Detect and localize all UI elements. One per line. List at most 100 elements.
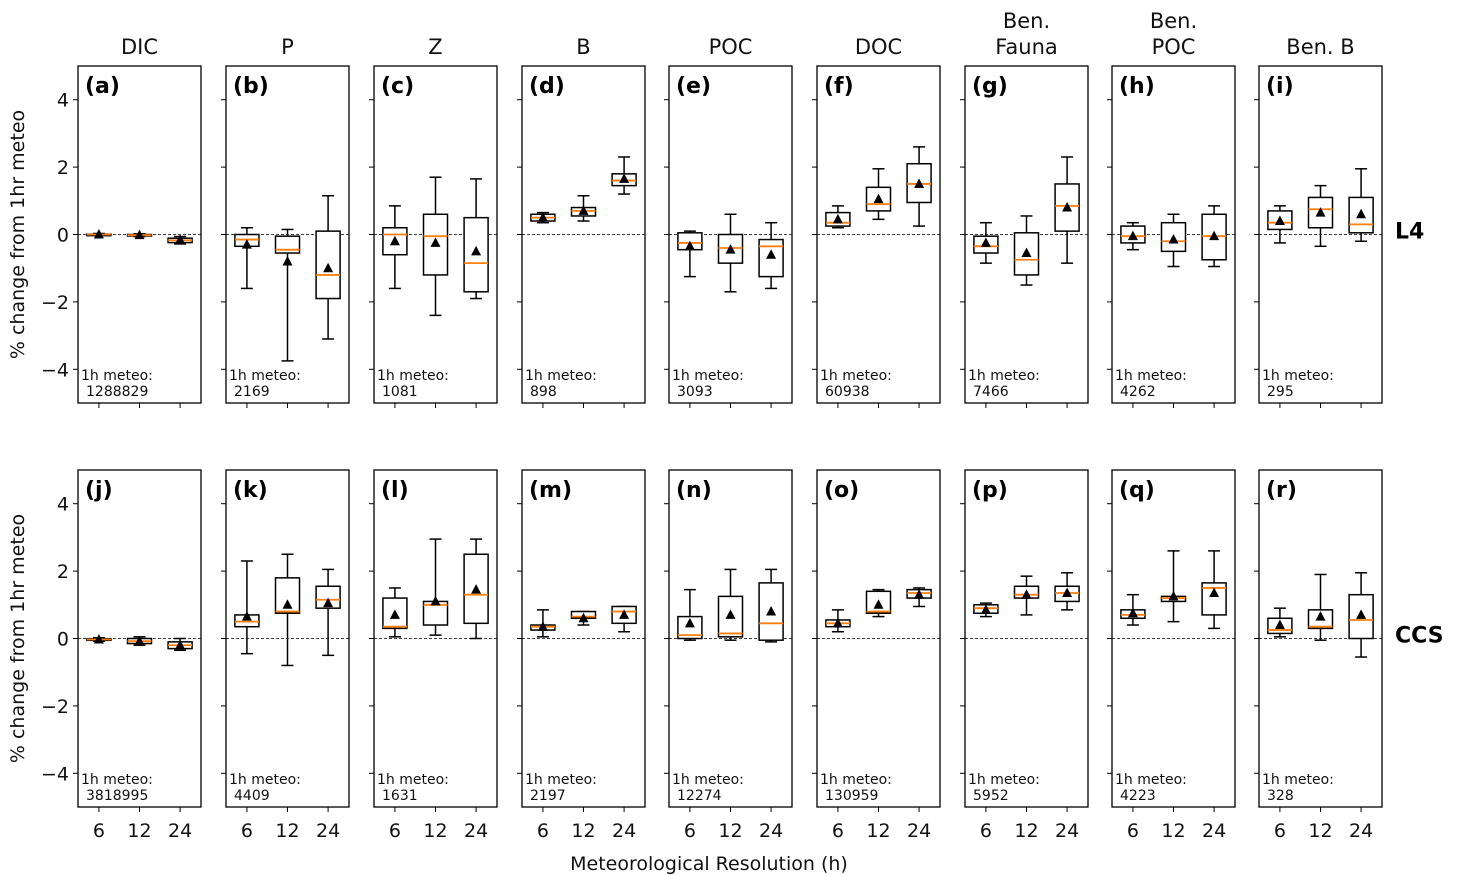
panel-l: 6 12 24 (l) 1h meteo:1631 [369, 469, 498, 842]
mean-marker [980, 604, 991, 614]
box-12h [422, 538, 449, 636]
box-12h [274, 228, 301, 362]
note-count: 4409 [234, 788, 270, 804]
panel-label: (m) [529, 478, 572, 503]
column-title: P [281, 35, 294, 59]
box-24h [167, 234, 193, 245]
x-tick-label: 12 [866, 820, 890, 842]
note-prefix: 1h meteo: [229, 368, 301, 384]
note-prefix: 1h meteo: [672, 772, 744, 788]
x-tick-label: 24 [759, 820, 783, 842]
panel-label: (p) [972, 478, 1008, 503]
box-6h [825, 205, 851, 229]
iqr-box [382, 227, 408, 256]
panel-label: (e) [676, 74, 711, 99]
note-count: 1288829 [86, 384, 148, 400]
column-title: DIC [121, 35, 158, 59]
box-24h [758, 221, 784, 290]
panel-q: 6 12 24 (q) 1h meteo:4223 [1107, 469, 1236, 842]
panel-r: 6 12 24 (r) 1h meteo:328 [1254, 469, 1383, 842]
iqr-box [1054, 183, 1080, 232]
panel-i: (i) 1h meteo:295 [1254, 65, 1383, 408]
mean-marker [175, 234, 186, 244]
panel-label: (r) [1266, 478, 1297, 503]
mean-marker [1356, 208, 1367, 219]
box-6h [234, 560, 260, 655]
mean-marker [873, 599, 884, 609]
mean-marker [282, 599, 293, 609]
x-tick-label: 6 [1127, 820, 1139, 842]
box-24h [167, 637, 193, 652]
box-24h [315, 194, 341, 340]
y-tick-label: −4 [41, 359, 69, 381]
column-title: Z [428, 35, 442, 59]
x-tick-label: 12 [1308, 820, 1332, 842]
panel-label: (l) [381, 478, 409, 503]
box-24h [611, 605, 637, 633]
column-title: POC [709, 35, 753, 59]
box-24h [1348, 572, 1374, 658]
row-label: L4 [1395, 220, 1424, 245]
mean-marker [430, 595, 441, 606]
panel-b: (b) 1h meteo:2169 [221, 65, 350, 408]
box-24h [1054, 156, 1080, 264]
panel-p: 6 12 24 (p) 1h meteo:5952 [960, 469, 1089, 842]
box-24h [1201, 205, 1227, 268]
mean-marker [684, 240, 695, 251]
mean-marker [1209, 587, 1220, 598]
note-prefix: 1h meteo: [377, 368, 449, 384]
box-24h [611, 156, 637, 195]
mean-marker [725, 244, 736, 254]
x-tick-label: 6 [389, 820, 401, 842]
x-tick-label: 12 [1014, 820, 1038, 842]
note-count: 4223 [1120, 788, 1156, 804]
box-6h [1120, 593, 1146, 626]
x-tick-label: 24 [1202, 820, 1226, 842]
panel-h: (h) 1h meteo:4262 [1107, 65, 1236, 408]
panel-label: (g) [972, 74, 1008, 99]
note-count: 328 [1267, 788, 1294, 804]
note-count: 1631 [382, 788, 418, 804]
box-12h [1307, 573, 1334, 641]
box-12h [1013, 215, 1040, 286]
x-tick-label: 24 [1349, 820, 1373, 842]
mean-marker [1168, 234, 1179, 244]
mean-marker [537, 212, 548, 222]
mean-marker [241, 239, 252, 249]
mean-marker [725, 609, 736, 619]
row-label: CCS [1395, 624, 1444, 649]
panel-e: (e) 1h meteo:3093 [664, 65, 793, 408]
x-tick-label: 24 [464, 820, 488, 842]
mean-marker [578, 612, 589, 623]
note-count: 130959 [825, 788, 878, 804]
box-6h [1267, 607, 1293, 638]
box-24h [906, 146, 932, 227]
note-prefix: 1h meteo: [525, 772, 597, 788]
box-6h [1120, 221, 1146, 251]
mean-marker [93, 634, 104, 644]
y-tick-label: −2 [41, 696, 69, 718]
mean-marker [134, 635, 145, 646]
panel-label: (j) [85, 478, 113, 503]
mean-marker [619, 173, 630, 183]
mean-marker [578, 205, 589, 215]
note-prefix: 1h meteo: [229, 772, 301, 788]
note-prefix: 1h meteo: [81, 368, 153, 384]
mean-marker [1315, 207, 1326, 217]
panel-label: (d) [529, 74, 565, 99]
mean-marker [175, 639, 186, 650]
note-prefix: 1h meteo: [968, 368, 1040, 384]
box-6h [530, 609, 556, 638]
box-24h [758, 568, 784, 643]
box-12h [570, 194, 597, 222]
note-count: 5952 [973, 788, 1009, 804]
x-axis-title: Meteorological Resolution (h) [570, 853, 848, 875]
mean-marker [766, 606, 777, 616]
mean-marker [832, 617, 843, 628]
panel-label: (i) [1266, 74, 1294, 99]
mean-marker [1274, 619, 1285, 630]
note-count: 12274 [677, 788, 722, 804]
note-count: 3093 [677, 384, 713, 400]
mean-marker [241, 611, 252, 621]
note-count: 898 [530, 384, 557, 400]
